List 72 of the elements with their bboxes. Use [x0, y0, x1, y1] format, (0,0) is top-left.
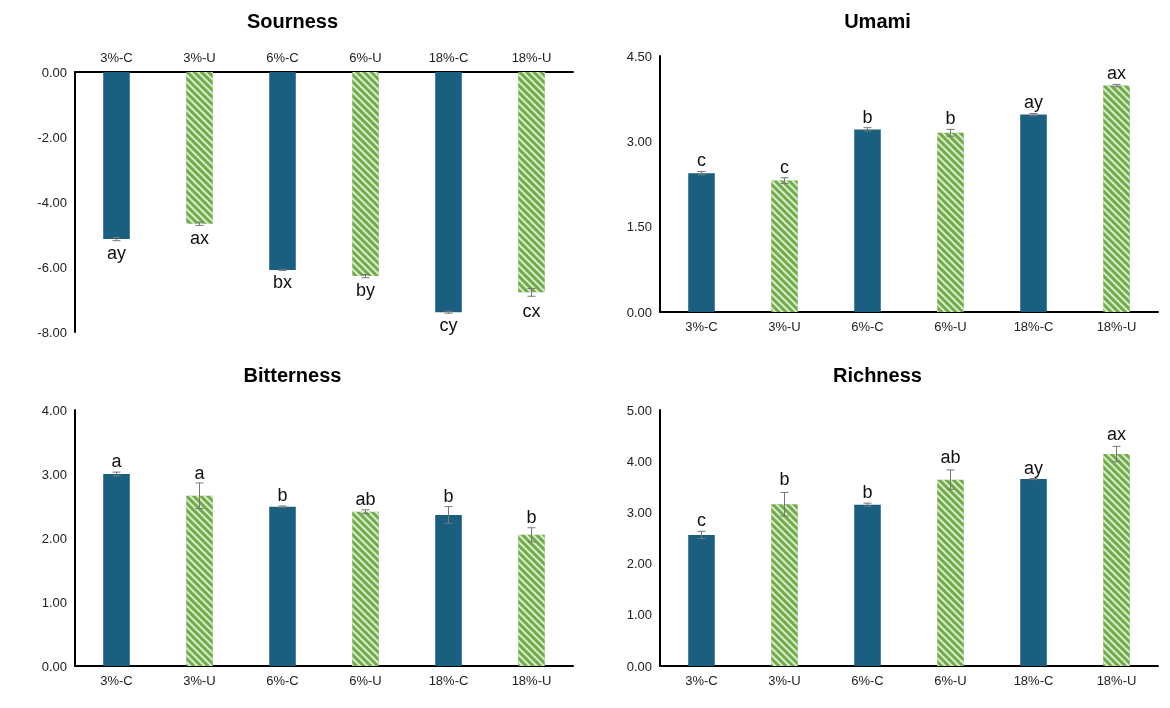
data-label: ay: [1023, 92, 1044, 113]
y-tick-label: -4.00: [37, 194, 67, 210]
x-tick-label: 6%-C: [266, 673, 299, 688]
x-tick-label: 3%-C: [100, 673, 133, 688]
y-tick-label: 4.00: [41, 402, 67, 418]
data-label: ab: [940, 447, 961, 468]
x-tick-label: 18%-C: [1013, 319, 1054, 334]
data-label: c: [697, 509, 706, 530]
x-tick-label: 18%-C: [1013, 673, 1054, 688]
data-label: cy: [439, 314, 458, 335]
x-tick-label: 6%-U: [349, 50, 382, 65]
x-tick-label: 3%-C: [685, 673, 718, 688]
data-label: b: [277, 485, 288, 506]
x-tick-label: 6%-U: [349, 673, 382, 688]
y-tick-label: 5.00: [626, 402, 652, 418]
data-label: b: [862, 106, 873, 127]
data-label: b: [526, 507, 537, 528]
x-tick-label: 18%-U: [511, 673, 552, 688]
data-label: c: [697, 150, 706, 171]
x-tick-label: 18%-C: [428, 50, 469, 65]
y-tick-label: 0.00: [626, 304, 652, 320]
y-tick-label: 1.00: [41, 594, 67, 610]
data-label: ab: [355, 488, 376, 509]
data-label: b: [779, 469, 790, 490]
y-tick-label: 1.50: [626, 219, 652, 235]
x-tick-label: 6%-C: [851, 673, 884, 688]
y-tick-label: 2.00: [626, 556, 652, 572]
data-label: b: [443, 486, 454, 507]
x-tick-label: 3%-U: [183, 50, 216, 65]
chart-title: Richness: [833, 364, 922, 386]
y-tick-label: 4.00: [626, 453, 652, 469]
x-tick-label: 18%-C: [428, 673, 469, 688]
data-label: ay: [106, 243, 127, 264]
chart-title: Bitterness: [243, 364, 342, 386]
y-tick-label: -6.00: [37, 259, 67, 275]
x-tick-label: 6%-U: [934, 673, 967, 688]
x-tick-label: 3%-U: [183, 673, 216, 688]
y-tick-label: 4.50: [626, 48, 652, 64]
data-label: cx: [522, 300, 541, 321]
data-label: by: [355, 280, 376, 301]
x-tick-label: 18%-U: [1096, 319, 1137, 334]
x-tick-label: 6%-C: [266, 50, 299, 65]
x-tick-label: 6%-C: [851, 319, 884, 334]
x-tick-label: 3%-C: [685, 319, 718, 334]
data-label: bx: [272, 272, 293, 293]
y-tick-label: 2.00: [41, 530, 67, 546]
data-label: ax: [1106, 63, 1127, 84]
chart-title: Sourness: [246, 10, 339, 32]
data-label: c: [780, 156, 789, 177]
y-tick-label: 1.00: [626, 607, 652, 623]
x-tick-label: 18%-U: [511, 50, 552, 65]
y-tick-label: 3.00: [626, 504, 652, 520]
x-tick-label: 3%-C: [100, 50, 133, 65]
x-tick-label: 3%-U: [768, 319, 801, 334]
data-label: a: [111, 451, 123, 472]
data-label: b: [862, 481, 873, 502]
data-label: b: [945, 108, 956, 129]
x-tick-label: 6%-U: [934, 319, 967, 334]
data-label: ax: [1106, 424, 1127, 445]
data-label: ax: [189, 227, 210, 248]
y-tick-label: 3.00: [41, 466, 67, 482]
chart-title: Umami: [844, 10, 911, 32]
data-label: a: [194, 462, 206, 483]
y-tick-label: 0.00: [626, 658, 652, 674]
y-tick-label: 0.00: [41, 64, 67, 80]
y-tick-label: 3.00: [626, 133, 652, 149]
x-tick-label: 18%-U: [1096, 673, 1137, 688]
y-tick-label: -8.00: [37, 324, 67, 340]
x-tick-label: 3%-U: [768, 673, 801, 688]
y-tick-label: 0.00: [41, 658, 67, 674]
y-tick-label: -2.00: [37, 129, 67, 145]
data-label: ay: [1023, 457, 1044, 478]
